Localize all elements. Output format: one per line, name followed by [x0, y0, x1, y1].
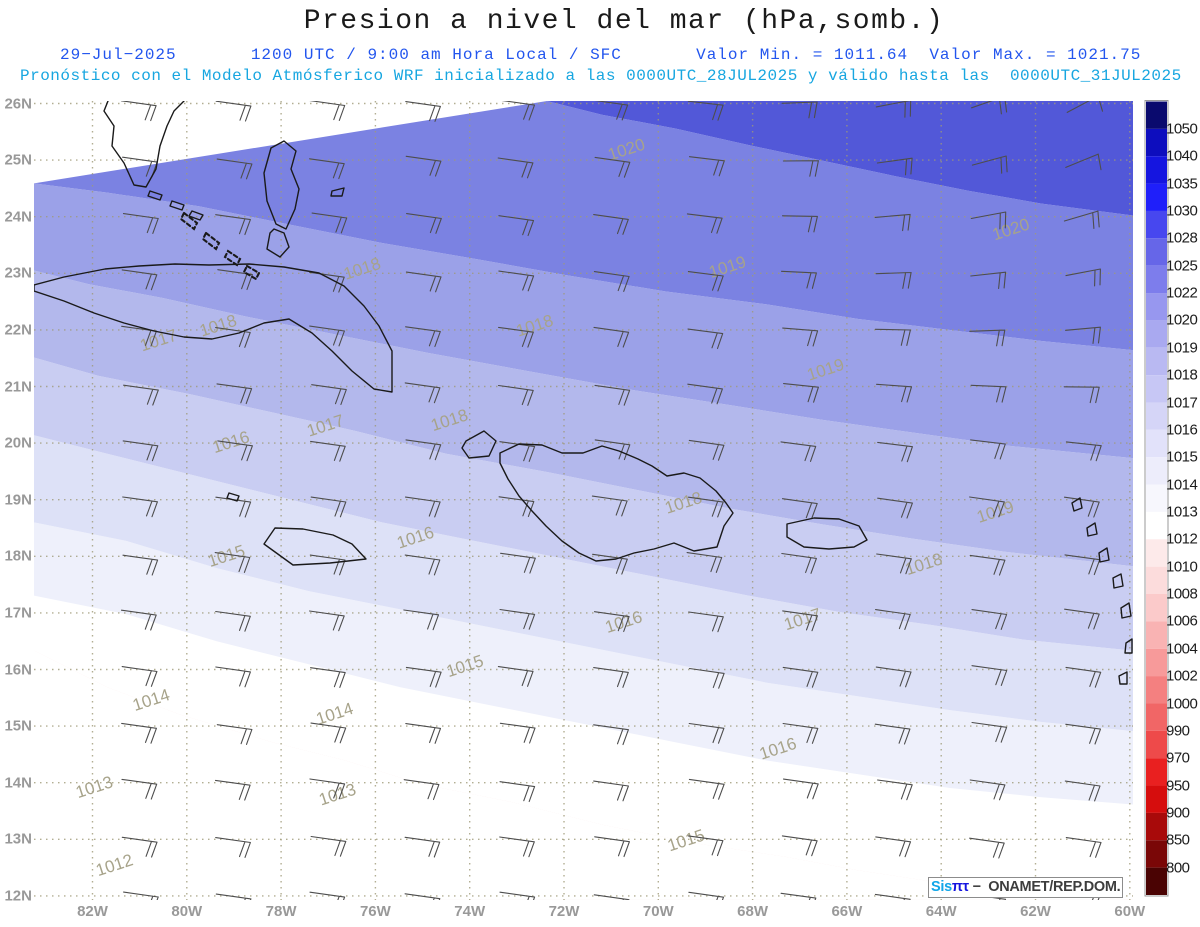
svg-text:1013: 1013 [317, 780, 359, 810]
svg-text:1013: 1013 [73, 772, 115, 802]
svg-text:1012: 1012 [94, 850, 136, 880]
